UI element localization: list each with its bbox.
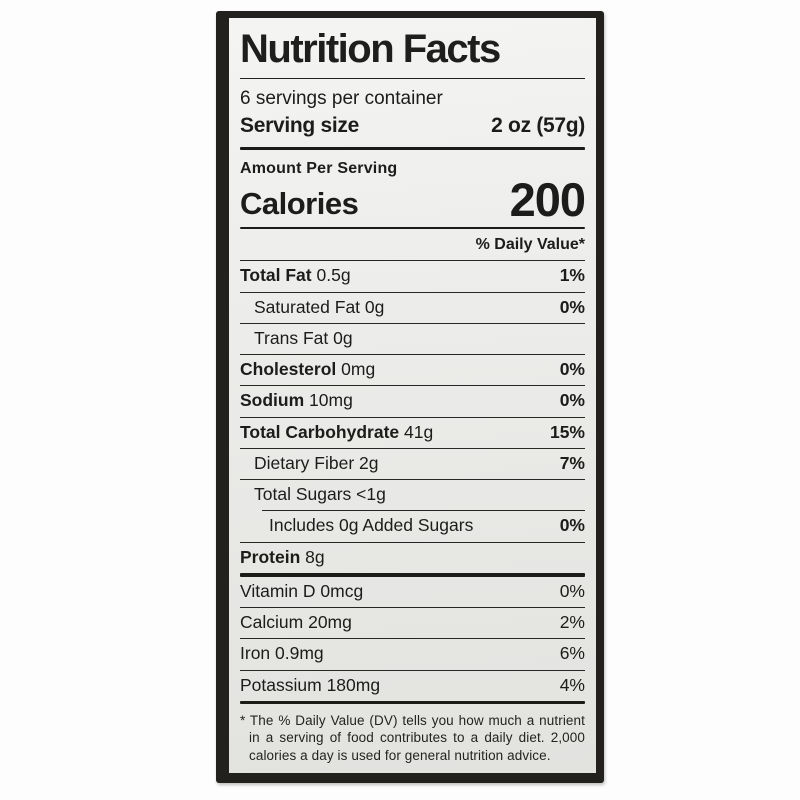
vitamin-amount: 180mg — [326, 674, 381, 695]
medium-divider-footer — [240, 700, 585, 704]
nutrient-name: Total Sugars — [254, 484, 352, 505]
nutrient-text: Sodium 10mg — [240, 391, 353, 410]
nutrient-name: Includes 0g Added Sugars — [269, 515, 474, 536]
nutrient-amount: 0mg — [341, 359, 376, 380]
nutrient-amount: 2g — [359, 452, 379, 473]
nutrient-name: Cholesterol — [240, 359, 337, 380]
nutrient-text: Total Carbohydrate 41g — [240, 421, 434, 442]
calories-label: Calories — [240, 186, 359, 222]
nutrient-daily-value: 0% — [559, 515, 585, 536]
calories-row: Calories 200 — [240, 173, 586, 227]
nutrient-text: Total Sugars <1g — [254, 484, 386, 505]
nutrient-daily-value: 0% — [559, 390, 585, 411]
nutrient-row: Sodium 10mg 0% — [240, 386, 585, 416]
vitamin-name: Vitamin D — [240, 580, 316, 601]
nutrient-row: Total Carbohydrate 41g 15% — [240, 418, 585, 448]
nutrient-name: Trans Fat — [254, 327, 329, 348]
nutrients-section: Total Fat 0.5g 1% Saturated Fat 0g 0% Trans … — [240, 260, 585, 573]
medium-divider-calories — [240, 227, 585, 230]
label-title: Nutrition Facts — [240, 20, 585, 79]
hairline-divider — [240, 385, 585, 387]
vitamin-name: Iron — [240, 643, 271, 664]
vitamin-row: Potassium 180mg 4% — [240, 671, 585, 701]
nutrient-row: Saturated Fat 0g 0% — [240, 293, 585, 323]
vitamins-section: Vitamin D 0mcg 0% Calcium 20mg 2% Iron 0.9mg… — [240, 577, 585, 701]
hairline-divider — [240, 638, 585, 640]
vitamin-name: Potassium — [240, 674, 322, 695]
thick-divider-protein — [240, 572, 585, 577]
nutrient-amount: 0.5g — [316, 265, 351, 286]
vitamin-amount: 0mcg — [320, 580, 364, 601]
vitamin-amount: 20mg — [308, 612, 352, 633]
amount-per-serving-label: Amount Per Serving — [240, 160, 398, 178]
nutrient-row: Total Fat 0.5g 1% — [240, 261, 585, 291]
label-frame: Nutrition Facts 6 servings per container… — [216, 11, 604, 783]
daily-value-footnote: * The % Daily Value (DV) tells you how m… — [240, 712, 585, 764]
nutrient-name: Total Carbohydrate — [240, 421, 400, 442]
nutrient-amount: 0g — [333, 327, 353, 348]
nutrient-name: Protein — [240, 546, 301, 567]
vitamin-row: Calcium 20mg 2% — [240, 608, 585, 638]
vitamin-daily-value: 4% — [559, 674, 585, 695]
nutrient-text: Dietary Fiber 2g — [254, 452, 379, 473]
servings-per-container: 6 servings per container — [240, 87, 443, 109]
vitamin-daily-value: 0% — [559, 580, 585, 601]
thick-divider-top — [240, 146, 585, 151]
nutrient-amount: 10mg — [309, 390, 353, 411]
serving-size-label: Serving size — [240, 113, 359, 137]
nutrient-text: Includes 0g Added Sugars — [269, 516, 473, 535]
nutrient-daily-value: 0% — [559, 296, 585, 317]
vitamin-row: Iron 0.9mg 6% — [240, 639, 585, 669]
hairline-divider — [240, 541, 585, 543]
nutrient-text: Protein 8g — [240, 546, 325, 567]
calories-value: 200 — [509, 173, 586, 227]
vitamin-text: Vitamin D 0mcg — [240, 580, 364, 601]
nutrient-row: Trans Fat 0g — [240, 324, 585, 354]
nutrient-daily-value: 7% — [559, 452, 585, 473]
hairline-divider — [240, 291, 585, 293]
nutrient-name: Saturated Fat — [254, 296, 361, 317]
hairline-divider — [240, 447, 585, 449]
vitamin-text: Potassium 180mg — [240, 674, 381, 695]
hairline-divider — [262, 510, 585, 512]
nutrient-text: Saturated Fat 0g — [254, 296, 385, 317]
nutrient-row: Protein 8g — [240, 543, 585, 573]
hairline-divider — [240, 354, 585, 356]
nutrient-text: Cholesterol 0mg — [240, 359, 376, 380]
nutrient-text: Trans Fat 0g — [254, 327, 353, 348]
vitamin-amount: 0.9mg — [275, 643, 324, 664]
nutrient-amount: 41g — [404, 421, 434, 442]
nutrient-row: Cholesterol 0mg 0% — [240, 355, 585, 385]
nutrient-row: Total Sugars <1g — [240, 480, 585, 510]
daily-value-header: % Daily Value* — [475, 236, 585, 254]
vitamin-text: Iron 0.9mg — [240, 644, 324, 663]
serving-size-row: Serving size 2 oz (57g) — [240, 111, 585, 147]
nutrient-name: Dietary Fiber — [254, 452, 355, 473]
nutrient-amount: <1g — [356, 484, 386, 505]
vitamin-daily-value: 6% — [559, 643, 585, 664]
nutrient-row: Dietary Fiber 2g 7% — [240, 449, 585, 479]
hairline-divider — [240, 416, 585, 418]
vitamin-row: Vitamin D 0mcg 0% — [240, 577, 585, 607]
hairline-divider — [240, 669, 585, 671]
hairline-divider — [240, 607, 585, 609]
nutrient-amount: 8g — [305, 546, 325, 567]
nutrient-text: Total Fat 0.5g — [240, 266, 351, 285]
nutrient-daily-value: 1% — [559, 265, 585, 286]
hairline-divider — [240, 260, 585, 262]
nutrient-name: Sodium — [240, 390, 305, 411]
nutrient-daily-value: 15% — [549, 421, 585, 442]
serving-size-value: 2 oz (57g) — [491, 113, 585, 137]
nutrition-facts-label: Nutrition Facts 6 servings per container… — [229, 18, 596, 773]
vitamin-daily-value: 2% — [559, 612, 585, 633]
nutrient-name: Total Fat — [240, 265, 312, 286]
vitamin-text: Calcium 20mg — [240, 612, 352, 633]
nutrient-row: Includes 0g Added Sugars 0% — [240, 511, 585, 541]
hairline-divider — [240, 322, 585, 324]
nutrient-amount: 0g — [364, 296, 385, 317]
nutrient-daily-value: 0% — [559, 359, 585, 380]
vitamin-name: Calcium — [240, 612, 304, 633]
hairline-divider — [240, 479, 585, 481]
